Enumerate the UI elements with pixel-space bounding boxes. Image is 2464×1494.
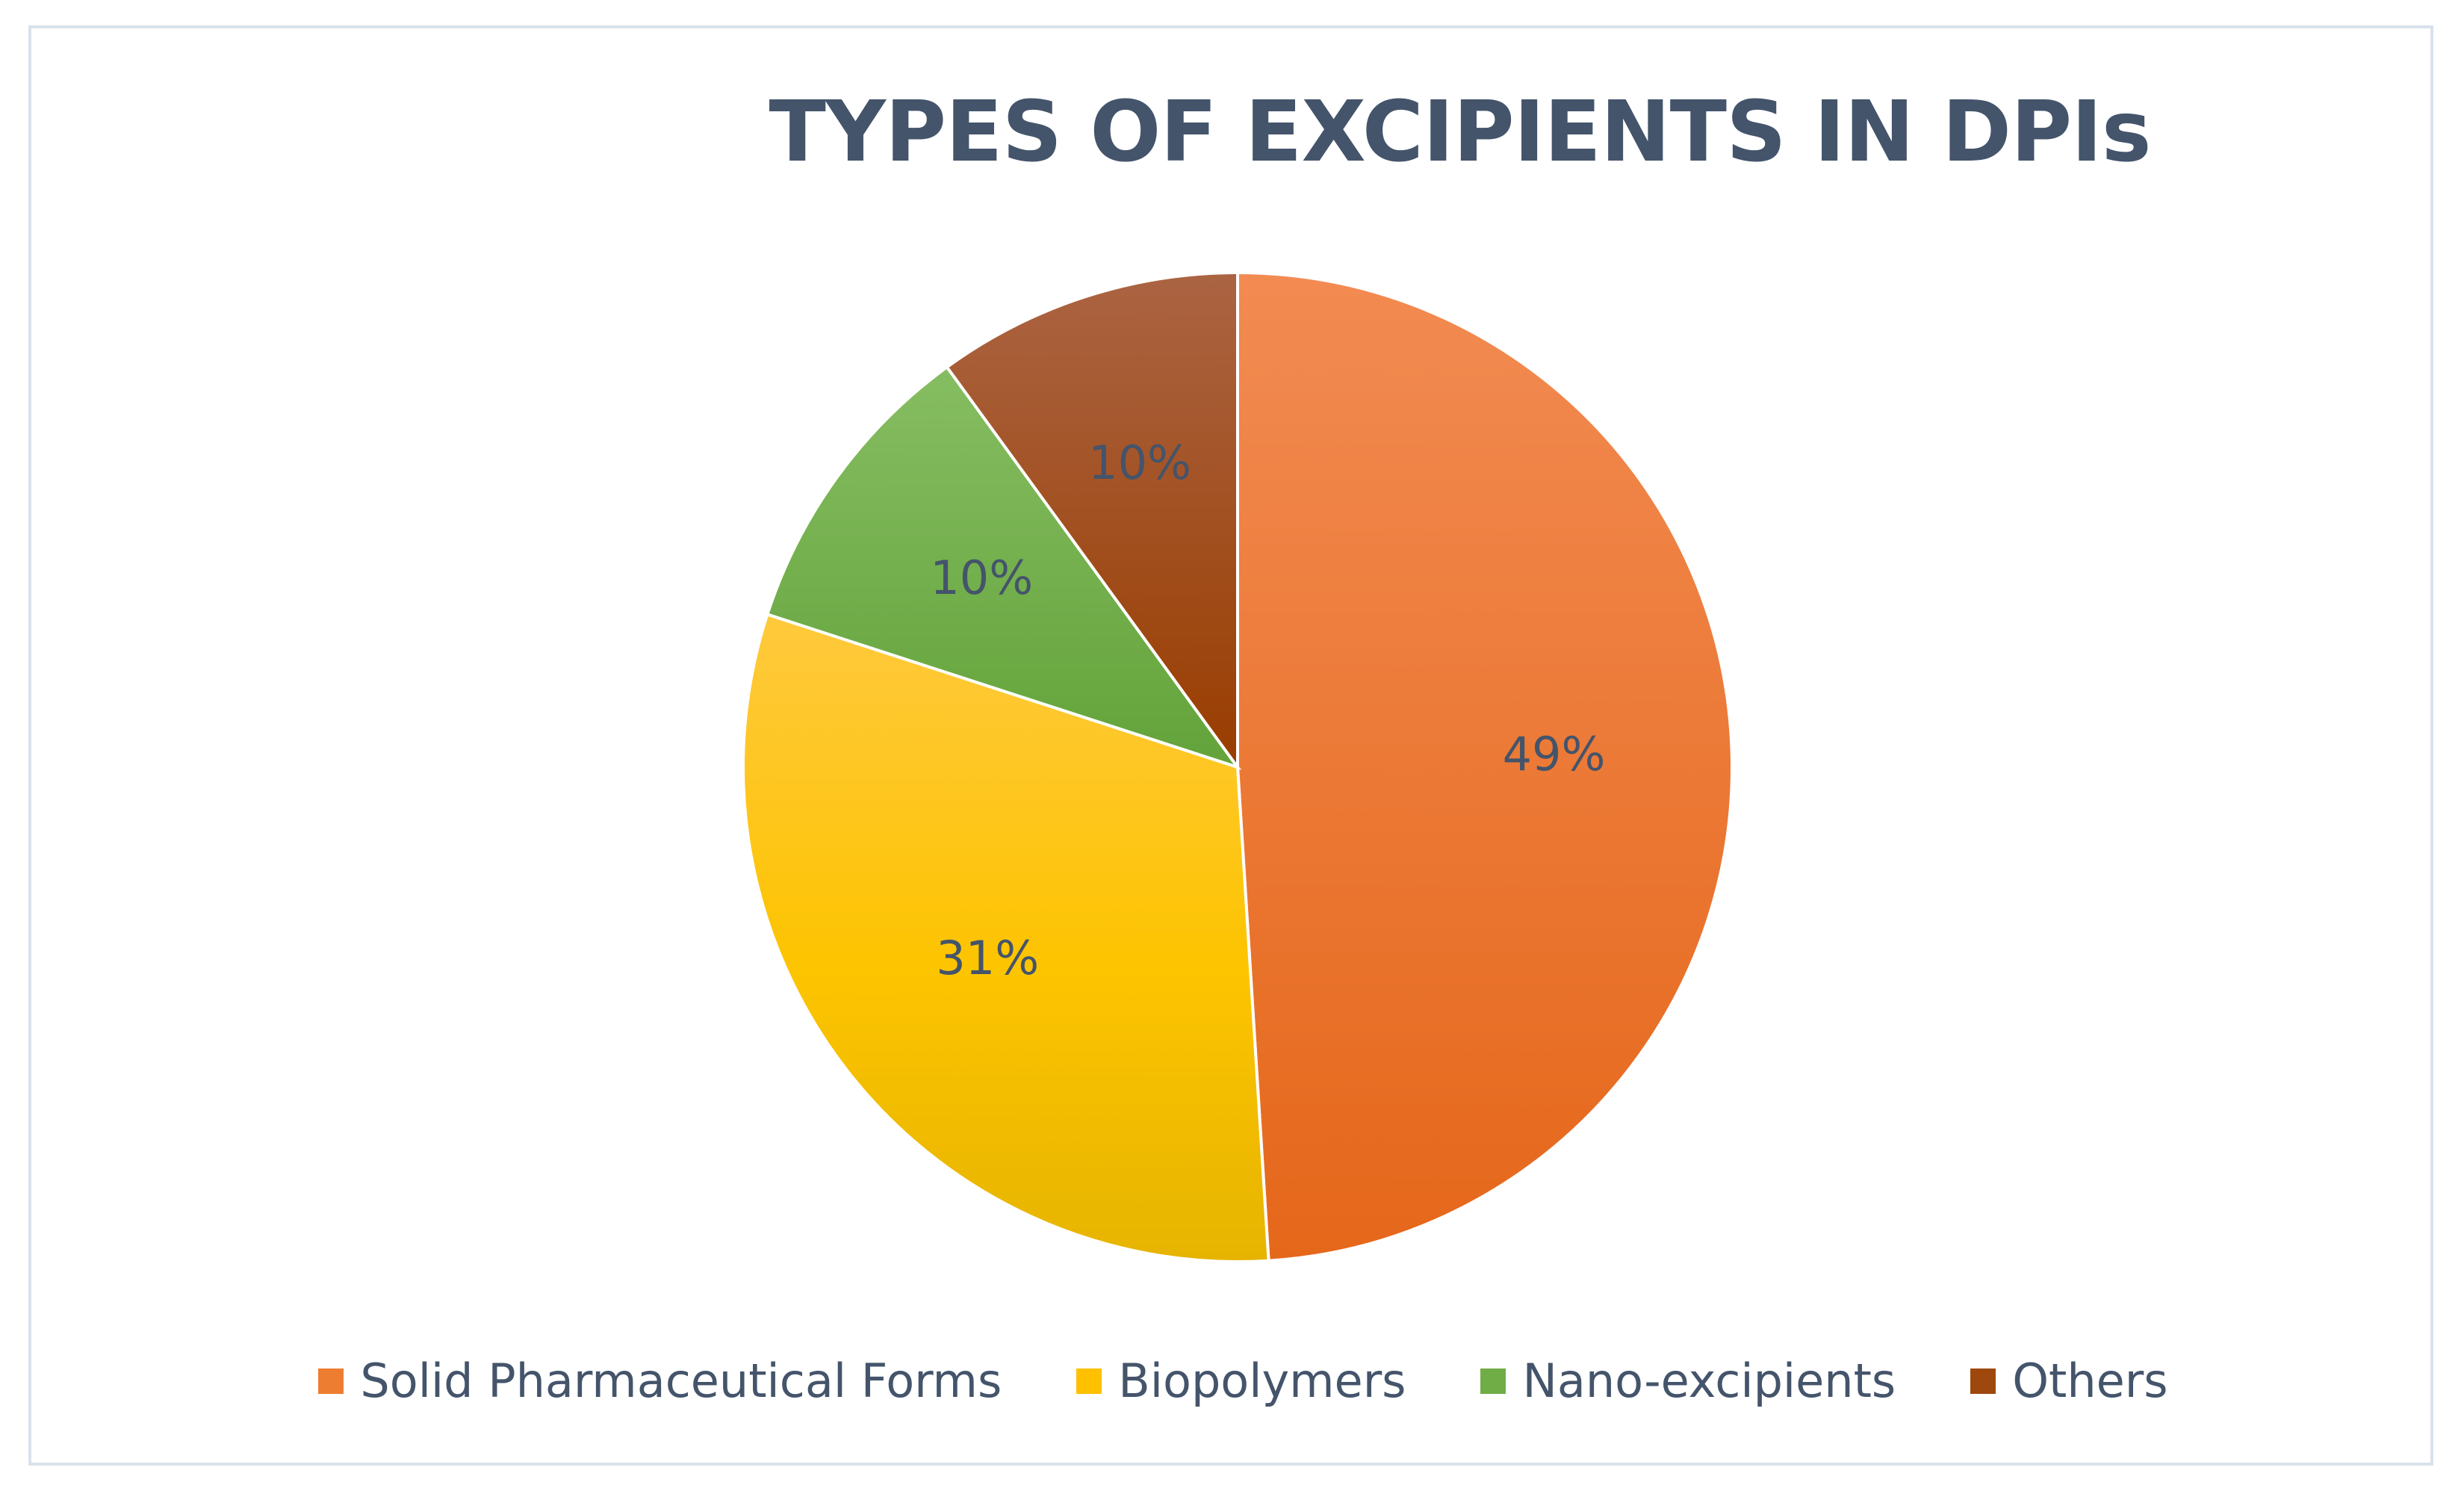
data-label-others: 10% (1088, 436, 1191, 490)
pie-slice-others (945, 270, 1239, 772)
data-label-nano-excipients: 10% (930, 551, 1033, 605)
data-label-solid-pharmaceutical-forms: 49% (1503, 727, 1606, 781)
data-label-biopolymers: 31% (936, 931, 1039, 985)
legend-swatch-others (1970, 1368, 1996, 1394)
legend-swatch-biopolymers (1076, 1368, 1102, 1394)
legend-item-solid-pharmaceutical-forms: Solid Pharmaceutical Forms (318, 1354, 1002, 1408)
pie-slice-solid-pharmaceutical-forms (1236, 270, 1734, 1262)
legend-item-biopolymers: Biopolymers (1076, 1354, 1406, 1408)
legend-item-others: Others (1970, 1354, 2168, 1408)
legend-label-others: Others (2012, 1354, 2168, 1408)
pie-slices (742, 270, 1734, 1263)
legend-label-nano-excipients: Nano-excipients (1522, 1354, 1896, 1408)
legend-swatch-nano-excipients (1480, 1368, 1506, 1394)
legend-item-nano-excipients: Nano-excipients (1480, 1354, 1896, 1408)
pie-slice-biopolymers (742, 612, 1270, 1263)
legend-swatch-solid-pharmaceutical-forms (318, 1368, 344, 1394)
legend-label-solid-pharmaceutical-forms: Solid Pharmaceutical Forms (360, 1354, 1002, 1408)
chart-legend: Solid Pharmaceutical Forms Biopolymers Nan… (0, 1354, 2464, 1408)
pie-slice-nano-excipients (765, 365, 1242, 770)
legend-label-biopolymers: Biopolymers (1118, 1354, 1406, 1408)
chart-title: TYPES OF EXCIPIENTS IN DPIs (769, 84, 2151, 181)
pie-data-labels: 49% 31% 10% 10% (930, 436, 1605, 985)
